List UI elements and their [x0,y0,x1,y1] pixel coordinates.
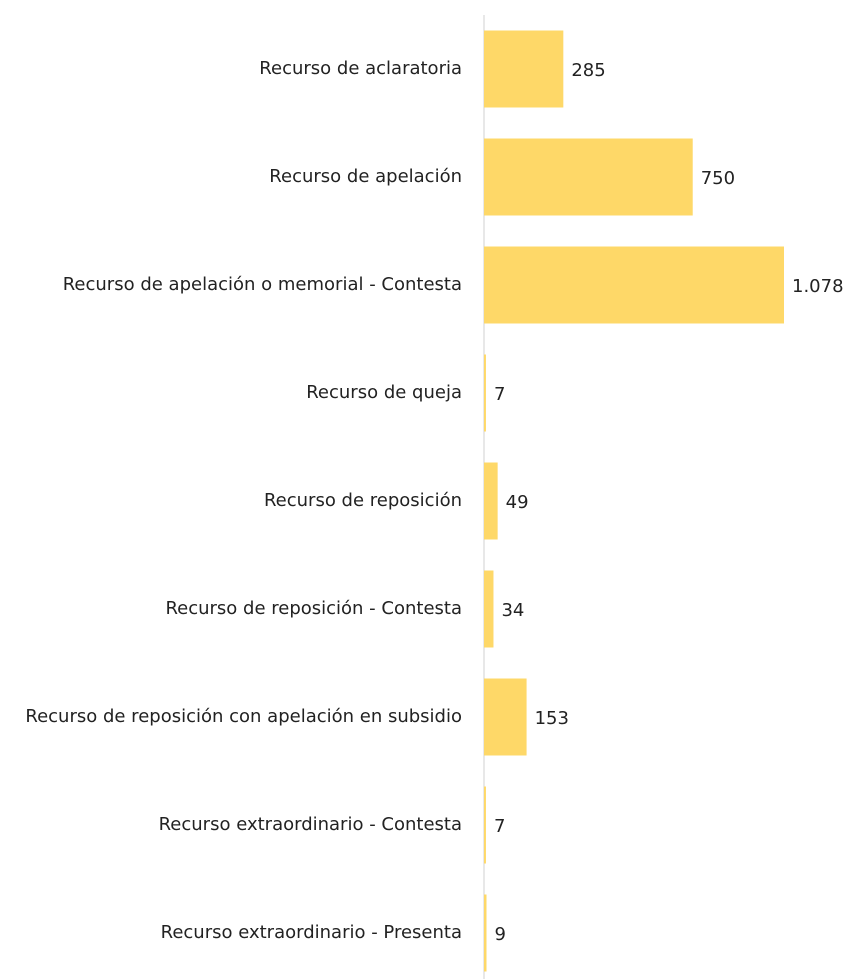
bar [484,894,487,972]
bar [484,138,693,216]
bar [484,30,564,108]
category-label-box: Recurso de aclaratoria [7,29,462,109]
value-label: 7 [494,816,505,837]
category-label-box: Recurso de reposición [7,461,462,541]
bar [484,678,527,756]
category-label: Recurso de apelación o memorial - Contes… [62,274,462,295]
category-label-box: Recurso extraordinario - Contesta [7,785,462,865]
bar [484,570,494,648]
category-label-box: Recurso de reposición con apelación en s… [7,677,462,757]
category-label: Recurso de queja [306,382,462,403]
category-label-box: Recurso de apelación [7,137,462,217]
category-label: Recurso de reposición [263,490,462,511]
category-label: Recurso extraordinario - Presenta [160,922,462,943]
category-label: Recurso de reposición con apelación en s… [25,706,462,727]
category-label-box: Recurso de queja [7,353,462,433]
value-label: 750 [701,168,735,189]
value-label: 285 [571,60,605,81]
value-label: 1.078 [792,276,844,297]
value-label: 153 [535,708,569,729]
value-label: 9 [495,924,506,945]
category-label-box: Recurso extraordinario - Presenta [7,893,462,973]
category-label-box: Recurso de apelación o memorial - Contes… [7,245,462,325]
bar [484,462,498,540]
bar [484,246,784,324]
value-label: 34 [501,600,524,621]
value-label: 49 [506,492,529,513]
value-label: 7 [494,384,505,405]
category-label-box: Recurso de reposición - Contesta [7,569,462,649]
category-label: Recurso de aclaratoria [259,58,462,79]
bar [484,354,486,432]
category-label: Recurso extraordinario - Contesta [158,814,462,835]
category-label: Recurso de reposición - Contesta [165,598,462,619]
category-label: Recurso de apelación [269,166,462,187]
bar [484,786,486,864]
